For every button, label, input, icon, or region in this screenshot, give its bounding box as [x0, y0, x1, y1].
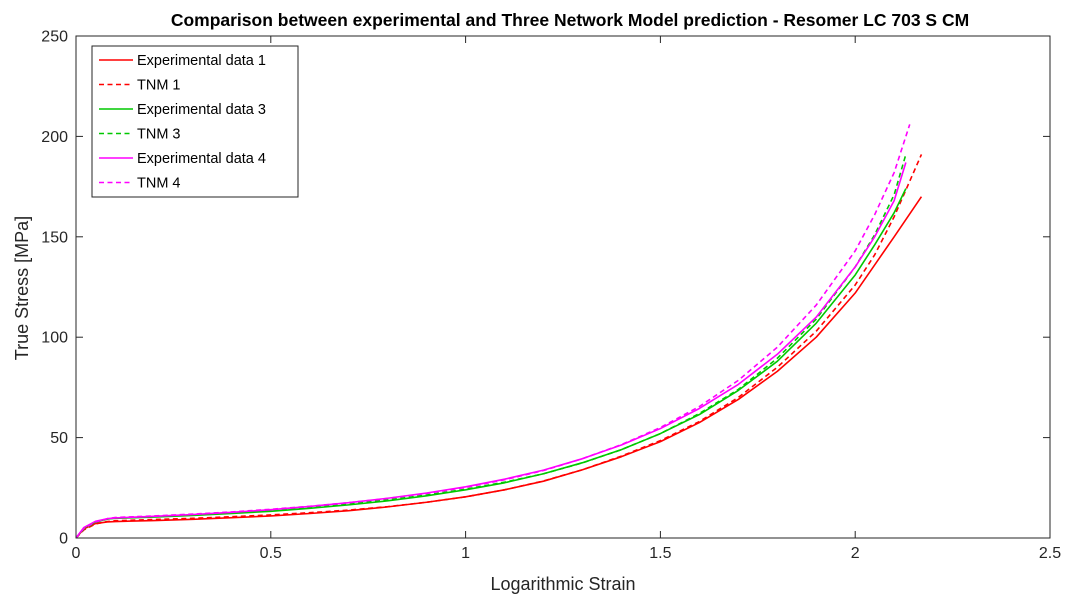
legend-label: TNM 3 — [137, 127, 181, 143]
legend-label: Experimental data 4 — [137, 151, 266, 167]
axes-box — [75, 35, 1051, 539]
x-tick-label: 2 — [851, 545, 860, 562]
x-tick-label: 1 — [461, 545, 470, 562]
x-tick-label: 2.5 — [1039, 545, 1061, 562]
x-axis-label: Logarithmic Strain — [490, 574, 635, 594]
chart-title: Comparison between experimental and Thre… — [171, 10, 969, 30]
y-tick-label: 100 — [41, 330, 68, 347]
legend-label: TNM 4 — [137, 176, 181, 192]
legend-label: TNM 1 — [137, 78, 181, 94]
y-tick-label: 150 — [41, 229, 68, 246]
series-line-4 — [76, 154, 907, 538]
legend-label: Experimental data 3 — [137, 102, 266, 118]
y-tick-label: 50 — [50, 430, 68, 447]
y-axis-label: True Stress [MPa] — [12, 216, 32, 360]
x-tick-label: 1.5 — [649, 545, 671, 562]
x-tick-label: 0.5 — [260, 545, 282, 562]
y-tick-label: 0 — [59, 531, 68, 548]
legend-box — [91, 45, 299, 198]
legend: Experimental data 1 TNM 1 Experimental dat… — [91, 45, 299, 198]
axes: 0 0.5 1 1.5 2 2.5 0 50 100 150 200 250 — [41, 29, 1061, 563]
y-tick-label: 200 — [41, 129, 68, 146]
y-tick-label: 250 — [41, 29, 68, 46]
x-tick-label: 0 — [72, 545, 81, 562]
series-line-5 — [76, 162, 907, 538]
legend-label: Experimental data 1 — [137, 53, 266, 69]
series-line-2 — [76, 154, 923, 538]
series-line-6 — [76, 124, 911, 538]
series-group — [76, 124, 923, 538]
